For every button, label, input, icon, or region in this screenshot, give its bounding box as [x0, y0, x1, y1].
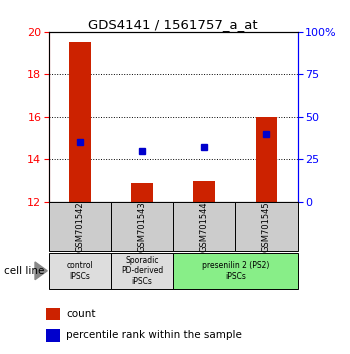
Bar — [256, 117, 277, 202]
Bar — [173, 253, 298, 289]
Bar — [173, 202, 235, 251]
Text: cell line: cell line — [4, 266, 44, 276]
Title: GDS4141 / 1561757_a_at: GDS4141 / 1561757_a_at — [89, 18, 258, 31]
Text: Sporadic
PD-derived
iPSCs: Sporadic PD-derived iPSCs — [121, 256, 163, 286]
Bar — [49, 253, 111, 289]
Text: count: count — [66, 309, 96, 319]
Bar — [131, 183, 153, 202]
Bar — [235, 202, 298, 251]
Bar — [49, 202, 111, 251]
Polygon shape — [35, 262, 47, 280]
Text: presenilin 2 (PS2)
iPSCs: presenilin 2 (PS2) iPSCs — [202, 261, 269, 280]
Bar — [194, 181, 215, 202]
Text: GSM701543: GSM701543 — [138, 201, 147, 252]
Bar — [111, 253, 173, 289]
Bar — [111, 202, 173, 251]
Text: percentile rank within the sample: percentile rank within the sample — [66, 330, 242, 341]
Text: control
IPSCs: control IPSCs — [67, 261, 93, 280]
Text: GSM701545: GSM701545 — [262, 201, 271, 252]
Text: GSM701542: GSM701542 — [76, 201, 85, 252]
Text: GSM701544: GSM701544 — [200, 201, 209, 252]
Bar — [69, 42, 91, 202]
